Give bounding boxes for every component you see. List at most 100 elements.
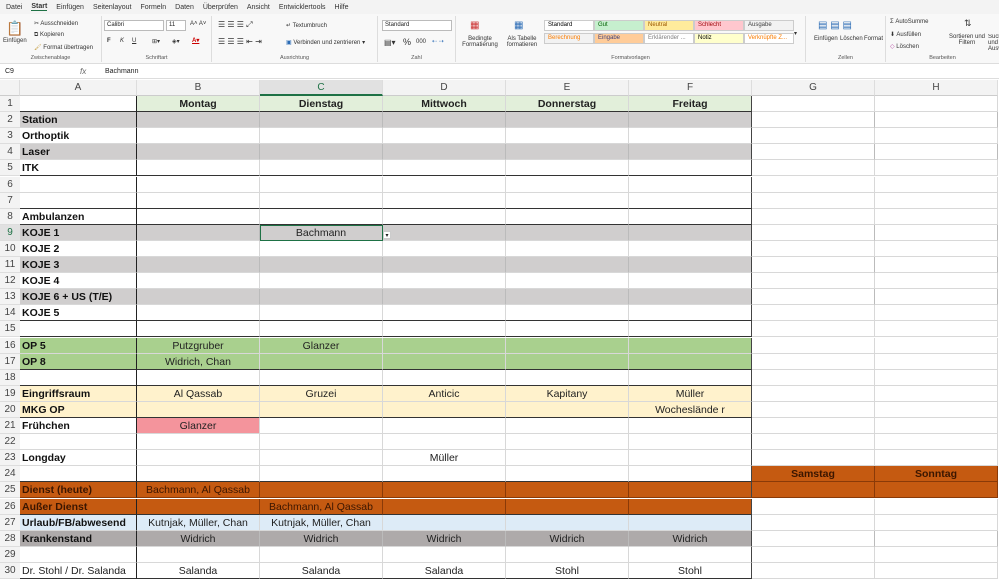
row-header[interactable]: 20 [0,401,20,418]
cell-G15[interactable] [752,321,875,338]
cell-F19[interactable]: Müller [629,385,752,402]
cell-G12[interactable] [752,273,875,290]
row-header[interactable]: 30 [0,562,20,579]
font-size-select[interactable]: 11 [166,20,186,31]
cell-H16[interactable] [875,337,998,354]
cell-H14[interactable] [875,305,998,322]
cell-style-8[interactable]: Notiz [694,33,744,44]
cell-E8[interactable] [506,208,629,225]
row-label-cell[interactable]: OP 8 [20,353,137,370]
cell-F10[interactable] [629,240,752,257]
cell-H20[interactable] [875,401,998,418]
cell-style-2[interactable]: Neutral [644,20,694,31]
column-header-A[interactable]: A [20,80,137,96]
fx-icon[interactable]: fx [80,66,87,76]
cell-H28[interactable] [875,530,998,547]
vertical-align-icons[interactable]: ☰ ☰ ☰ ⤢ [218,20,253,29]
row-label-cell[interactable]: KOJE 3 [20,257,137,274]
cell-D3[interactable] [383,128,506,145]
cell-G1[interactable] [752,96,875,113]
cell-D20[interactable] [383,401,506,418]
cell-C19[interactable]: Gruzei [260,385,383,402]
cell-C28[interactable]: Widrich [260,530,383,547]
cell-D28[interactable]: Widrich [383,530,506,547]
row-header[interactable]: 3 [0,128,20,145]
cell-B29[interactable] [137,546,260,563]
row-header[interactable]: 15 [0,321,20,338]
cell-E15[interactable] [506,321,629,338]
cell-F21[interactable] [629,418,752,435]
cell-B3[interactable] [137,128,260,145]
cell-F4[interactable] [629,144,752,161]
row-label-cell[interactable]: Frühchen [20,418,137,435]
cell-E3[interactable] [506,128,629,145]
cell-B30[interactable]: Salanda [137,562,260,579]
paste-button[interactable]: Einfügen [3,38,27,44]
cell-E19[interactable]: Kapitany [506,385,629,402]
cell-G4[interactable] [752,144,875,161]
cell-G7[interactable] [752,192,875,209]
cell-E7[interactable] [506,192,629,209]
cell-H29[interactable] [875,546,998,563]
row-header[interactable]: 18 [0,369,20,386]
row-label-cell[interactable]: KOJE 6 + US (T/E) [20,289,137,306]
column-header-B[interactable]: B [137,80,260,96]
cell-F1[interactable]: Freitag [629,96,752,113]
insert-cells-button[interactable]: Einfügen [814,36,838,42]
cell-H6[interactable] [875,176,998,193]
cell-C25[interactable] [260,482,383,499]
row-header[interactable]: 2 [0,112,20,129]
cell-E14[interactable] [506,305,629,322]
cell-F14[interactable] [629,305,752,322]
cell-G8[interactable] [752,208,875,225]
cell-style-5[interactable]: Berechnung [544,33,594,44]
cell-C26[interactable]: Bachmann, Al Qassab [260,498,383,515]
cell-B27[interactable]: Kutnjak, Müller, Chan [137,514,260,531]
cell-B21[interactable]: Glanzer [137,418,260,435]
cell-B9[interactable] [137,224,260,241]
cell-F18[interactable] [629,369,752,386]
cell-G26[interactable] [752,498,875,515]
cell-E2[interactable] [506,112,629,129]
cell-C15[interactable] [260,321,383,338]
cell-G14[interactable] [752,305,875,322]
find-select-button[interactable]: Suchen und Auswählen [988,34,999,52]
cell-E9[interactable] [506,224,629,241]
row-label-cell[interactable]: Eingriffsraum [20,385,137,402]
cell-H13[interactable] [875,289,998,306]
cell-B28[interactable]: Widrich [137,530,260,547]
name-box[interactable]: C9 [5,67,14,75]
cell-G23[interactable] [752,450,875,467]
cell-style-0[interactable]: Standard [544,20,594,31]
cell-H26[interactable] [875,498,998,515]
row-header[interactable]: 23 [0,450,20,467]
menu-tab-formeln[interactable]: Formeln [140,3,167,11]
sort-filter-button[interactable]: Sortieren und Filtern [948,34,986,46]
cell-H10[interactable] [875,240,998,257]
autosum-button[interactable]: Σ AutoSumme [890,19,929,25]
row-header[interactable]: 7 [0,192,20,209]
row-label-cell[interactable]: KOJE 2 [20,240,137,257]
borders-icon[interactable]: ⊞▾ [152,39,161,45]
cell-F17[interactable] [629,353,752,370]
wrap-text-button[interactable]: ↵ Textumbruch [286,23,327,29]
cell-D8[interactable] [383,208,506,225]
cell-C6[interactable] [260,176,383,193]
cell-C11[interactable] [260,257,383,274]
cell-F5[interactable] [629,160,752,177]
cell-G6[interactable] [752,176,875,193]
cell-D11[interactable] [383,257,506,274]
cell-B18[interactable] [137,369,260,386]
thousands-button[interactable]: 000 [416,39,427,45]
cell-C20[interactable] [260,401,383,418]
row-header[interactable]: 9 [0,224,20,241]
column-header-F[interactable]: F [629,80,752,96]
row-header[interactable]: 5 [0,160,20,177]
row-header[interactable]: 21 [0,418,20,435]
cell-H18[interactable] [875,369,998,386]
cell-D12[interactable] [383,273,506,290]
cell-E17[interactable] [506,353,629,370]
cell-B6[interactable] [137,176,260,193]
cell-H19[interactable] [875,385,998,402]
cell-D13[interactable] [383,289,506,306]
